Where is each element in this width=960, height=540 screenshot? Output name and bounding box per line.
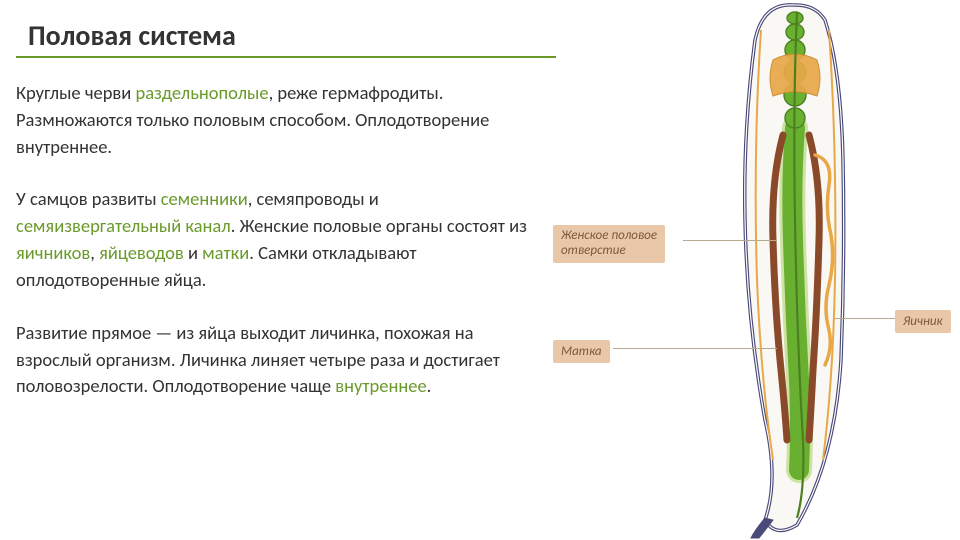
paragraph-3: Развитие прямое — из яйца выходит личинк…	[16, 320, 536, 400]
worm-illustration	[645, 0, 905, 540]
body-text: Круглые черви раздельнополые, реже герма…	[16, 80, 536, 426]
label-female-opening: Женское половое отверстие	[553, 225, 665, 263]
highlighted-term: семенники	[161, 187, 248, 210]
leader-line	[683, 240, 777, 241]
page-title: Половая система	[28, 18, 236, 59]
leader-line	[835, 318, 895, 319]
paragraph-1: Круглые черви раздельнополые, реже герма…	[16, 80, 536, 160]
label-ovary: Яичник	[895, 310, 951, 333]
label-uterus: Матка	[553, 340, 610, 363]
highlighted-term: семяизвергательный канал	[16, 214, 231, 237]
anatomy-diagram: Женское половое отверстиеМаткаЯичник	[575, 0, 960, 540]
leader-line	[613, 348, 777, 349]
highlighted-term: яичников	[16, 241, 90, 264]
highlighted-term: раздельнополые	[135, 81, 268, 104]
paragraph-2: У самцов развиты семенники, семяпроводы …	[16, 186, 536, 293]
highlighted-term: яйцеводов	[99, 241, 188, 264]
highlighted-term: внутреннее	[335, 374, 426, 397]
title-underline	[16, 56, 556, 58]
highlighted-term: матки	[202, 241, 249, 264]
